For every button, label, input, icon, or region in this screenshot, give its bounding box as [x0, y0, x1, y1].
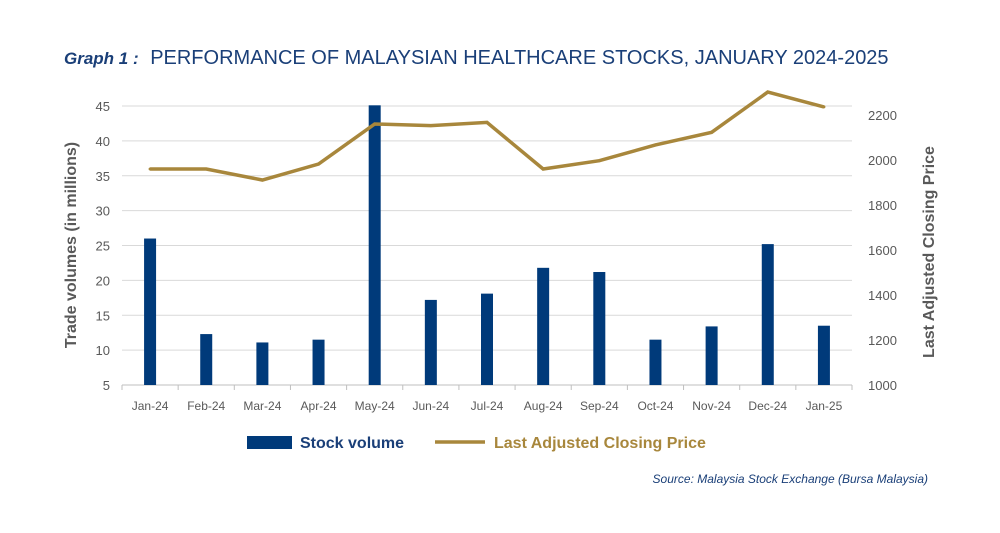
y2-tick-label: 1000 [868, 378, 897, 393]
legend-swatch-volume [247, 436, 292, 449]
bar-May-24 [368, 105, 381, 386]
price-point-Sep-24 [597, 159, 601, 163]
y2-tick-label: 1400 [868, 288, 897, 303]
bar-Mar-24 [256, 342, 269, 385]
bar-Aug-24 [537, 267, 550, 385]
price-point-Jan-25 [822, 105, 826, 109]
price-point-Mar-24 [260, 178, 264, 182]
y-tick-label: 30 [96, 204, 110, 219]
source-note: Source: Malaysia Stock Exchange (Bursa M… [652, 472, 928, 486]
price-point-May-24 [373, 122, 377, 126]
price-point-Jun-24 [429, 124, 433, 128]
bar-Jun-24 [424, 299, 437, 385]
legend-label-volume: Stock volume [300, 435, 404, 452]
y2-axis-label: Last Adjusted Closing Price [921, 146, 938, 358]
bar-Nov-24 [705, 326, 718, 385]
y2-tick-label: 2200 [868, 108, 897, 123]
y-tick-label: 15 [96, 308, 110, 323]
y-tick-label: 25 [96, 239, 110, 254]
bar-Sep-24 [593, 272, 606, 385]
x-tick-label: Sep-24 [580, 399, 619, 413]
x-tick-label: Jan-25 [806, 399, 843, 413]
y-axis-label: Trade volumes (in millions) [63, 142, 80, 348]
price-point-Nov-24 [710, 130, 714, 134]
price-point-Feb-24 [204, 167, 208, 171]
x-tick-label: Jul-24 [471, 399, 504, 413]
bar-Jan-25 [817, 325, 830, 385]
y-tick-label: 40 [96, 134, 110, 149]
price-point-Apr-24 [317, 162, 321, 166]
bar-Dec-24 [761, 244, 774, 385]
x-tick-label: Jun-24 [412, 399, 449, 413]
y-tick-label: 45 [96, 99, 110, 114]
x-tick-label: May-24 [355, 399, 395, 413]
price-point-Dec-24 [766, 90, 770, 94]
y-tick-label: 5 [103, 378, 110, 393]
y2-tick-label: 2000 [868, 153, 897, 168]
x-tick-label: Dec-24 [748, 399, 787, 413]
y-tick-label: 35 [96, 169, 110, 184]
bar-Jan-24 [144, 238, 157, 385]
x-tick-label: Jan-24 [132, 399, 169, 413]
price-point-Oct-24 [653, 143, 657, 147]
chart-title: Graph 1 : PERFORMANCE OF MALAYSIAN HEALT… [64, 47, 889, 70]
x-tick-label: Apr-24 [301, 399, 337, 413]
graph-label: Graph 1 : [64, 49, 139, 68]
legend-label-price: Last Adjusted Closing Price [494, 435, 706, 452]
price-point-Aug-24 [541, 167, 545, 171]
price-point-Jan-24 [148, 167, 152, 171]
y2-tick-label: 1200 [868, 333, 897, 348]
x-tick-label: Oct-24 [637, 399, 673, 413]
y2-tick-label: 1800 [868, 198, 897, 213]
y-tick-label: 10 [96, 343, 110, 358]
x-tick-label: Aug-24 [524, 399, 563, 413]
bar-Jul-24 [481, 293, 493, 385]
bar-Oct-24 [649, 339, 662, 385]
x-tick-label: Feb-24 [187, 399, 225, 413]
bar-Apr-24 [312, 339, 325, 385]
y-tick-label: 20 [96, 273, 110, 288]
bar-Feb-24 [200, 334, 213, 385]
price-line [150, 90, 825, 182]
x-tick-label: Mar-24 [243, 399, 281, 413]
y2-tick-label: 1600 [868, 243, 897, 258]
price-point-Jul-24 [485, 120, 489, 124]
title-text: PERFORMANCE OF MALAYSIAN HEALTHCARE STOC… [150, 47, 889, 69]
x-tick-label: Nov-24 [692, 399, 731, 413]
